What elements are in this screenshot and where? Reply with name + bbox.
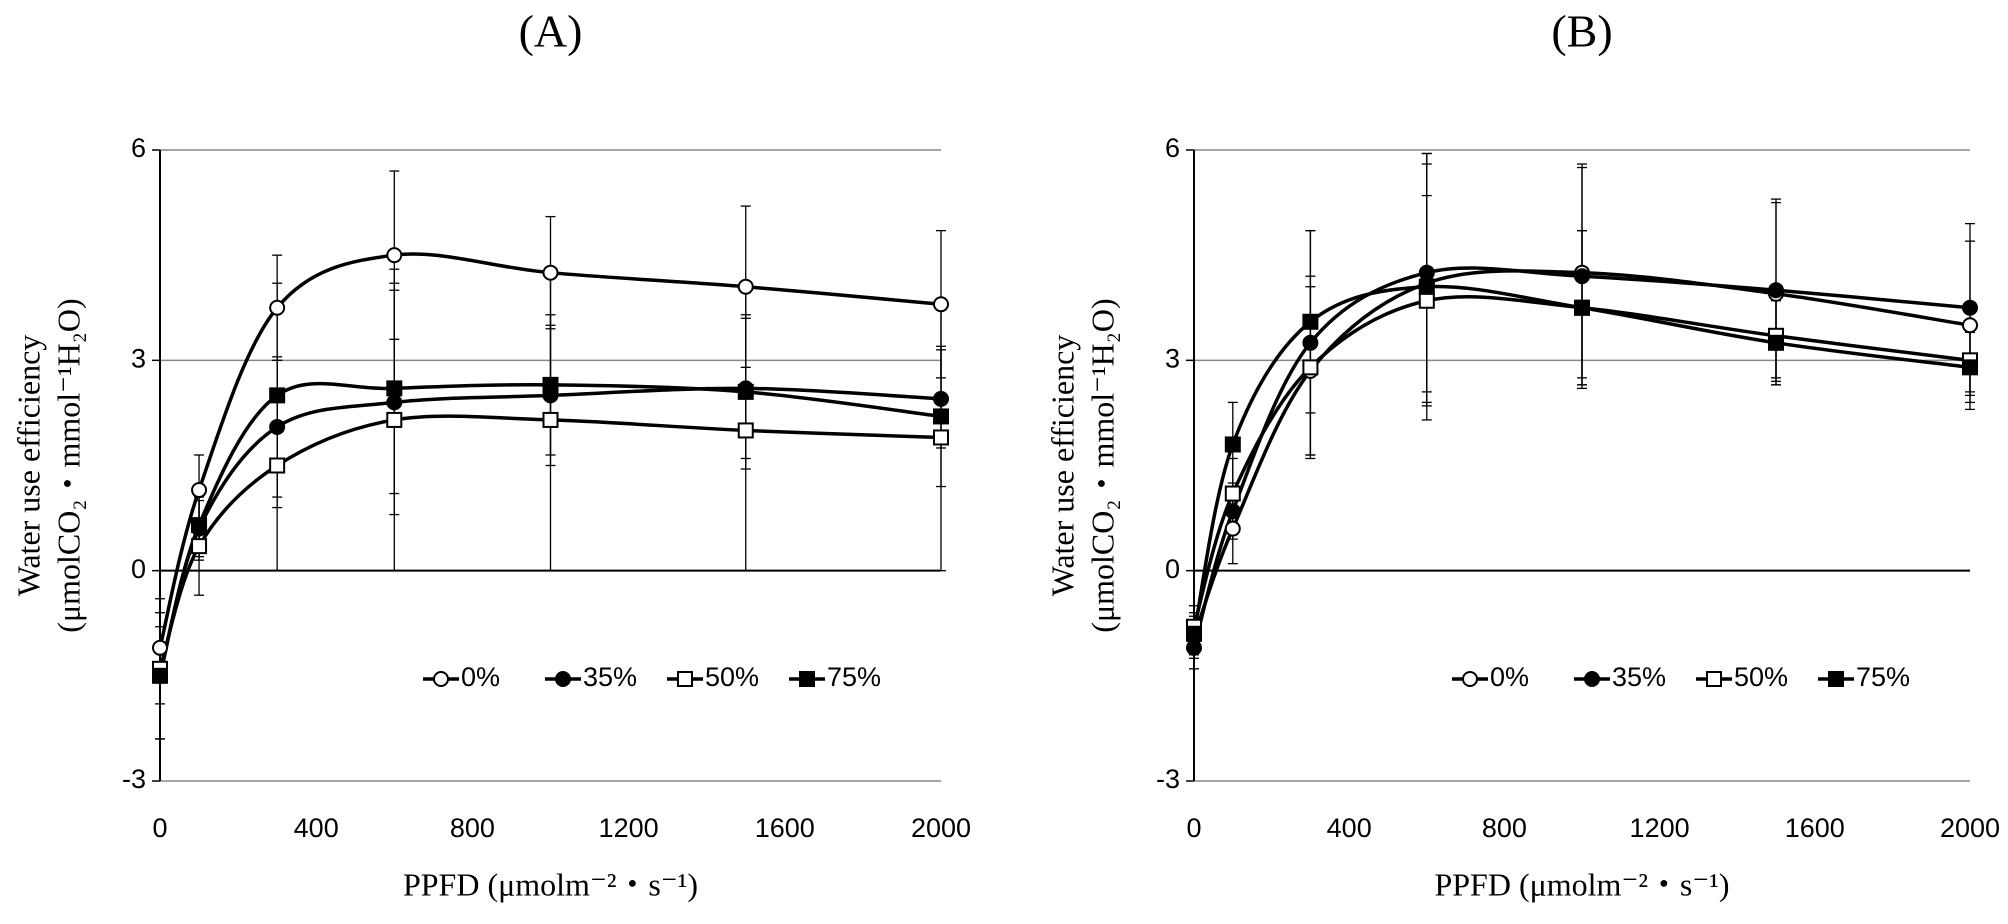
marker [1768,334,1784,351]
x-tick-label: 1600 [1785,813,1845,843]
legend-marker [433,671,449,687]
x-tick-label: 800 [1482,813,1527,843]
x-tick-label: 0 [1186,813,1201,843]
marker [191,538,208,555]
marker [542,411,559,428]
x-tick-label: 1600 [755,813,815,843]
legend-label: 75% [1856,662,1910,692]
marker [1302,359,1319,376]
chart-title: (A) [519,6,583,57]
marker [933,296,949,313]
legend-label: 75% [827,662,881,692]
x-tick-label: 800 [450,813,495,843]
marker [152,639,168,656]
y-tick-label: -3 [1156,764,1180,794]
chart-title: (B) [1551,6,1612,57]
x-tick-label: 1200 [1630,813,1690,843]
x-tick-label: 400 [1327,813,1372,843]
y-axis-label: Water use efficiency [1044,335,1080,597]
x-tick-label: 1200 [599,813,659,843]
legend-marker [555,671,571,687]
y-tick-label: -3 [122,764,146,794]
marker [542,376,559,393]
marker [386,380,403,397]
marker [1574,268,1590,285]
x-tick-label: 400 [294,813,339,843]
marker [386,411,403,428]
marker [1224,485,1241,502]
marker [1302,334,1319,351]
marker [1186,639,1202,656]
marker [737,278,754,295]
marker [269,418,286,435]
y-tick-label: 6 [1165,133,1180,163]
marker [191,482,208,499]
marker [933,390,949,407]
legend-marker [1828,671,1844,687]
marker [1962,359,1978,376]
marker [1418,264,1435,281]
legend-marker [1584,671,1600,687]
marker [1574,299,1590,316]
y-tick-label: 3 [131,343,146,373]
legend-label: 35% [583,662,637,692]
marker [1418,278,1435,295]
y-tick-label: 0 [1165,554,1180,584]
y-axis-label: (μmolCO₂・mmol⁻¹H₂O) [1084,298,1120,632]
marker [1962,317,1978,334]
marker [269,299,286,316]
y-tick-label: 3 [1165,343,1180,373]
legend-marker [1706,671,1722,687]
y-axis-label: Water use efficiency [10,335,46,597]
x-tick-label: 0 [152,813,167,843]
marker [269,457,286,474]
legend-label: 0% [1490,662,1529,692]
marker [386,247,403,264]
legend-label: 0% [461,662,500,692]
marker [269,387,286,404]
marker [1224,520,1241,537]
legend-marker [677,671,693,687]
legend-label: 50% [705,662,759,692]
marker [737,383,754,400]
marker [1418,292,1435,309]
x-tick-label: 2000 [911,813,971,843]
legend-label: 35% [1612,662,1666,692]
marker [1224,503,1241,520]
marker [191,517,208,534]
y-tick-label: 6 [131,133,146,163]
legend-marker [799,671,815,687]
marker [1186,625,1202,642]
y-tick-label: 0 [131,554,146,584]
x-tick-label: 2000 [1940,813,2000,843]
x-axis-label: PPFD (μmolm⁻²・s⁻¹) [403,866,698,902]
marker [152,667,168,684]
y-axis-label: (μmolCO₂・mmol⁻¹H₂O) [50,298,86,632]
legend-marker [1462,671,1478,687]
marker [542,264,559,281]
legend-label: 50% [1734,662,1788,692]
x-axis-label: PPFD (μmolm⁻²・s⁻¹) [1434,866,1729,902]
marker [933,429,949,446]
marker [1962,299,1978,316]
marker [1768,282,1784,299]
marker [386,394,403,411]
marker [933,408,949,425]
marker [1224,436,1241,453]
marker [737,422,754,439]
marker [1302,313,1319,330]
